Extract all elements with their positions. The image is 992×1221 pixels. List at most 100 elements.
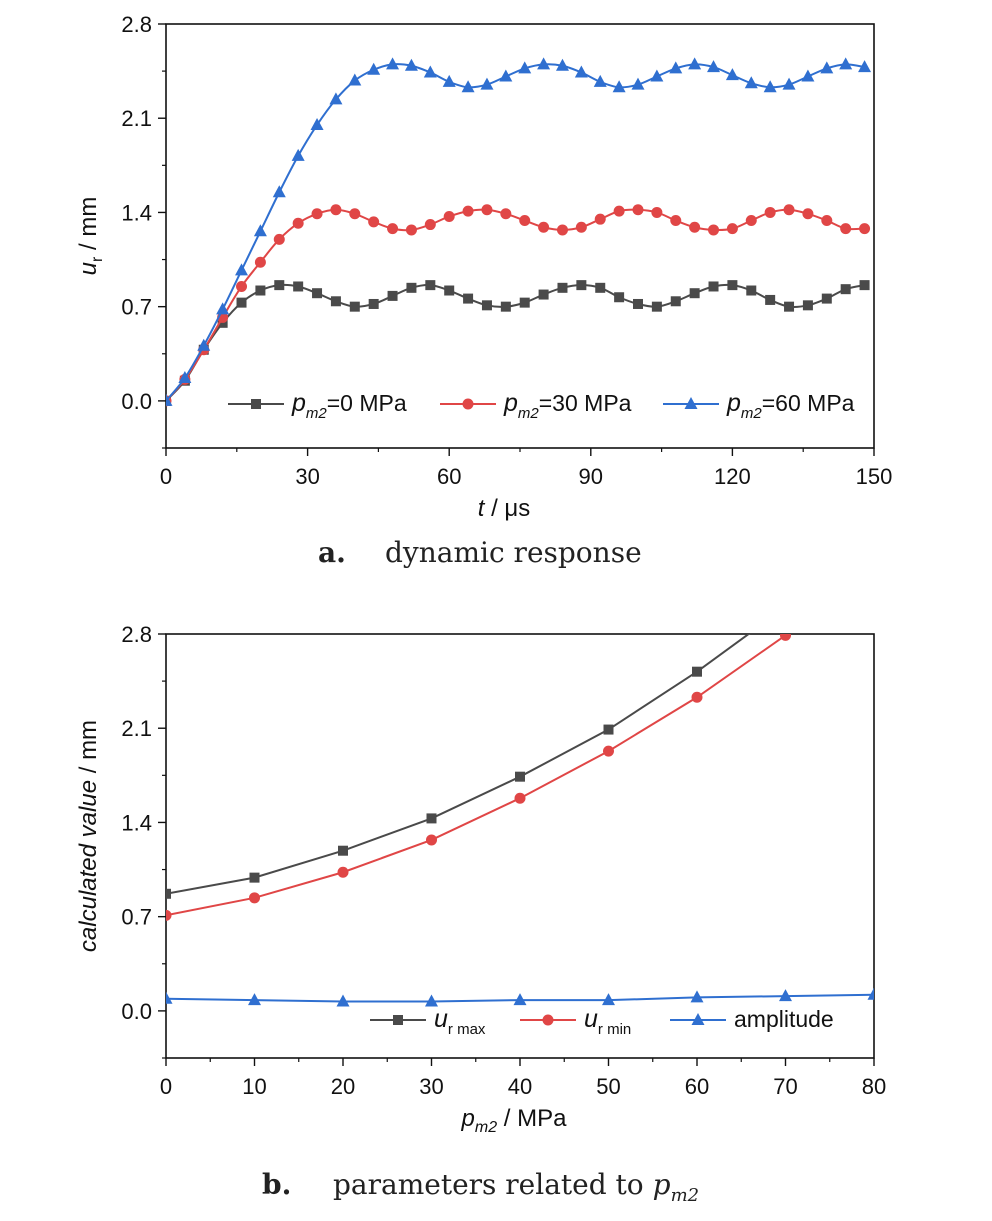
series-2-point [405,224,417,236]
series-1-point [249,872,260,883]
series-1-point [338,845,348,856]
series-2-point [780,634,791,641]
series-2-point [745,215,757,227]
series-1-point [236,297,247,308]
series-2-point [368,216,380,228]
y-axis-label-var: u [75,262,102,275]
series-3-point [779,989,792,1002]
x-axis-label-unit: / MPa [497,1105,567,1132]
x-tick-label: 150 [856,464,893,489]
series-2-point [538,221,550,233]
series-1-point [500,301,511,312]
series-3-point [248,993,261,1006]
series-2-point [859,223,871,235]
series-3-point [235,263,249,276]
legend-label-rest: =60 MPa [762,390,855,416]
series-1-point [368,298,379,309]
y-tick-label: 2.8 [121,622,152,647]
series-2-point [821,215,833,227]
series-1-line [166,283,865,402]
x-tick-label: 50 [596,1074,620,1099]
y-tick-label: 2.1 [121,716,152,741]
series-2-line [166,634,789,917]
y-tick-label: 1.4 [121,810,152,835]
x-tick-label: 30 [419,1074,443,1099]
series-3-point [725,68,739,81]
series-2-point [869,559,880,570]
series-2-point [254,256,266,268]
series-1-point [425,280,436,291]
series-3-point [480,77,494,90]
series-3-point [574,65,588,78]
legend-swatch-marker [691,1013,705,1025]
series-1-point [330,296,341,307]
series-1-point [781,602,791,612]
series-2-point [500,208,512,220]
x-axis-label: t / μs [478,495,531,522]
series-3-point [612,80,626,93]
legend-label-sub: r max [448,1021,486,1038]
series-2-point [387,223,399,235]
series-2-point [651,206,663,218]
series-3-point [650,69,664,82]
x-axis-label-var: t [478,495,486,522]
legend-label: ur max [434,1005,486,1038]
series-3-point [669,61,683,74]
legend-label-var: u [584,1005,598,1033]
chart-a-dynamic-response: 0 30 60 90 120 150 0.0 0.7 1.4 2.1 2.8 t / μs ur / m… [75,12,892,522]
series-3-point [688,57,702,70]
series-3-point [499,69,513,82]
y-tick-label: 0.0 [121,389,152,414]
series-2-point [249,892,260,904]
series-1-point [633,298,643,309]
caption-b-words: parameters related to [333,1168,644,1201]
caption-b-letter: b. [262,1168,291,1201]
y-axis-label: calculated value / mm [75,720,102,952]
legend-swatch-marker [462,398,474,410]
series-3-point [744,76,758,89]
series-3-point [820,61,834,74]
legend-label-var: p [291,389,306,417]
legend-label-sub: m2 [741,405,762,422]
legend-label-var: u [434,1005,448,1033]
series-3-point [423,65,437,78]
y-tick-label: 2.1 [121,106,152,131]
legend-label-sub: m2 [306,405,327,422]
x-axis-label-sub: m2 [475,1119,497,1136]
y-axis-label-unit: / mm [75,720,102,780]
series-3-point [593,74,607,87]
series-3-point [602,993,615,1006]
series-3-point [367,62,381,75]
series-3-point [336,994,350,1007]
series-1-point [859,280,870,291]
series-1-point [727,280,738,291]
series-1-point [557,282,568,293]
series-1-point [515,771,525,782]
x-tick-label: 120 [714,464,751,489]
legend-label-rest: =0 MPa [327,390,407,416]
series-2-point [330,204,342,216]
series-3-point [537,57,551,70]
series-1-point [519,297,530,308]
series-3-line [166,63,865,402]
chart-b-parameters: 0 10 20 30 40 50 60 70 80 0.0 0.7 1.4 2.1 2.8 pm2 / MP… [75,559,886,1136]
caption-b-symbol: p [653,1168,671,1201]
series-2-point [311,208,323,220]
series-2-point [556,224,568,236]
series-1-point [765,294,776,305]
caption-b-symbol-sub: m2 [671,1185,700,1206]
series-3-point [555,58,569,71]
series-3-point [166,991,173,1004]
series-1-point [274,280,285,291]
series-3-point [272,185,286,198]
series-1-point [689,288,700,299]
series-3-point [197,338,211,351]
series-1-point [821,293,832,304]
plot-area [166,57,872,407]
legend-swatch-marker [251,399,261,409]
y-axis-label-unit: / mm [75,197,102,257]
x-tick-label: 0 [160,1074,172,1099]
caption-a-text: dynamic response [385,536,642,569]
series-1-point [406,282,417,293]
series-1-point [692,666,702,677]
